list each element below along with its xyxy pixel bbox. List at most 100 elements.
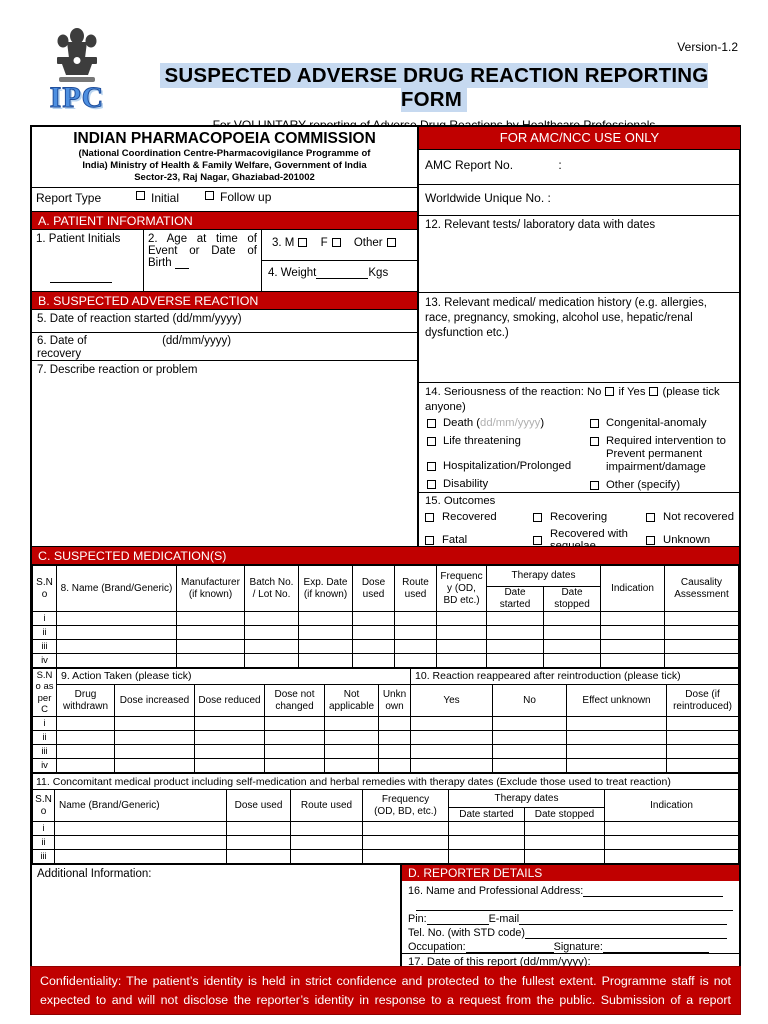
empty-cell[interactable] — [486, 625, 544, 640]
empty-cell[interactable] — [664, 625, 739, 640]
empty-cell[interactable] — [298, 653, 353, 668]
empty-cell[interactable] — [176, 611, 245, 626]
empty-cell[interactable] — [226, 835, 291, 850]
empty-cell[interactable] — [244, 625, 299, 640]
empty-cell[interactable] — [176, 639, 245, 654]
empty-cell[interactable] — [56, 716, 115, 731]
empty-cell[interactable] — [436, 611, 487, 626]
name-address-blank[interactable] — [583, 886, 723, 898]
empty-cell[interactable] — [524, 849, 605, 864]
empty-cell[interactable] — [492, 716, 568, 731]
empty-cell[interactable] — [194, 716, 265, 731]
empty-cell[interactable] — [394, 611, 437, 626]
empty-cell[interactable] — [410, 758, 494, 773]
empty-cell[interactable] — [524, 835, 605, 850]
checkbox-recovered[interactable] — [425, 512, 434, 522]
empty-cell[interactable] — [54, 821, 227, 836]
signature-blank[interactable] — [602, 942, 709, 954]
empty-cell[interactable] — [176, 653, 245, 668]
empty-cell[interactable] — [543, 653, 601, 668]
telephone-blank[interactable] — [525, 928, 727, 940]
empty-cell[interactable] — [492, 730, 568, 745]
weight-blank[interactable] — [316, 267, 369, 279]
age-blank[interactable] — [174, 257, 189, 269]
checkbox-seriousness-no[interactable] — [605, 387, 615, 396]
empty-cell[interactable] — [290, 835, 363, 850]
checkbox-follow-up[interactable] — [205, 191, 215, 200]
checkbox-unknown-outcome[interactable] — [646, 535, 656, 545]
empty-cell[interactable] — [56, 653, 177, 668]
empty-cell[interactable] — [492, 744, 568, 759]
empty-cell[interactable] — [114, 758, 195, 773]
empty-cell[interactable] — [436, 639, 487, 654]
empty-cell[interactable] — [566, 716, 668, 731]
empty-cell[interactable] — [114, 716, 195, 731]
empty-cell[interactable] — [298, 639, 353, 654]
empty-cell[interactable] — [566, 730, 668, 745]
empty-cell[interactable] — [56, 611, 177, 626]
empty-cell[interactable] — [666, 744, 740, 759]
empty-cell[interactable] — [56, 639, 177, 654]
checkbox-disability[interactable] — [427, 480, 436, 490]
checkbox-death[interactable] — [427, 419, 436, 429]
checkbox-life-threatening[interactable] — [427, 437, 436, 447]
empty-cell[interactable] — [194, 730, 265, 745]
empty-cell[interactable] — [543, 611, 601, 626]
empty-cell[interactable] — [664, 611, 739, 626]
checkbox-other-seriousness[interactable] — [590, 481, 599, 491]
empty-cell[interactable] — [448, 849, 525, 864]
checkbox-female[interactable] — [331, 238, 341, 247]
empty-cell[interactable] — [298, 611, 353, 626]
empty-cell[interactable] — [543, 625, 601, 640]
checkbox-initial[interactable] — [136, 191, 145, 200]
empty-cell[interactable] — [543, 639, 601, 654]
empty-cell[interactable] — [56, 758, 115, 773]
empty-cell[interactable] — [664, 653, 739, 668]
empty-cell[interactable] — [486, 653, 544, 668]
empty-cell[interactable] — [603, 821, 740, 836]
checkbox-congenital-anomaly[interactable] — [590, 419, 599, 429]
empty-cell[interactable] — [362, 835, 449, 850]
checkbox-male[interactable] — [298, 238, 308, 247]
checkbox-recovered-with-sequelae[interactable] — [533, 535, 542, 545]
empty-cell[interactable] — [486, 639, 544, 654]
empty-cell[interactable] — [603, 849, 740, 864]
additional-information-box[interactable]: Additional Information: — [32, 865, 402, 971]
empty-cell[interactable] — [352, 653, 395, 668]
empty-cell[interactable] — [603, 835, 740, 850]
medical-history-box[interactable]: 13. Relevant medical/ medication history… — [419, 293, 740, 383]
empty-cell[interactable] — [600, 625, 665, 640]
empty-cell[interactable] — [394, 625, 437, 640]
empty-cell[interactable] — [298, 625, 353, 640]
empty-cell[interactable] — [244, 639, 299, 654]
checkbox-other-sex[interactable] — [386, 238, 396, 247]
relevant-tests-box[interactable]: 12. Relevant tests/ laboratory data with… — [419, 216, 740, 293]
pin-blank[interactable] — [426, 914, 489, 926]
empty-cell[interactable] — [324, 744, 379, 759]
empty-cell[interactable] — [352, 639, 395, 654]
empty-cell[interactable] — [324, 758, 379, 773]
empty-cell[interactable] — [56, 730, 115, 745]
empty-cell[interactable] — [194, 758, 265, 773]
checkbox-seriousness-yes[interactable] — [649, 387, 659, 396]
empty-cell[interactable] — [114, 744, 195, 759]
empty-cell[interactable] — [600, 611, 665, 626]
empty-cell[interactable] — [352, 611, 395, 626]
checkbox-recovering[interactable] — [533, 512, 542, 522]
occupation-blank[interactable] — [465, 942, 554, 954]
empty-cell[interactable] — [264, 730, 325, 745]
empty-cell[interactable] — [290, 821, 363, 836]
empty-cell[interactable] — [377, 758, 412, 773]
empty-cell[interactable] — [244, 611, 299, 626]
empty-cell[interactable] — [436, 625, 487, 640]
describe-reaction-box[interactable]: 7. Describe reaction or problem — [32, 361, 417, 547]
empty-cell[interactable] — [410, 730, 494, 745]
empty-cell[interactable] — [394, 653, 437, 668]
empty-cell[interactable] — [410, 716, 494, 731]
empty-cell[interactable] — [377, 730, 412, 745]
empty-cell[interactable] — [244, 653, 299, 668]
empty-cell[interactable] — [448, 821, 525, 836]
empty-cell[interactable] — [290, 849, 363, 864]
empty-cell[interactable] — [436, 653, 487, 668]
empty-cell[interactable] — [56, 744, 115, 759]
